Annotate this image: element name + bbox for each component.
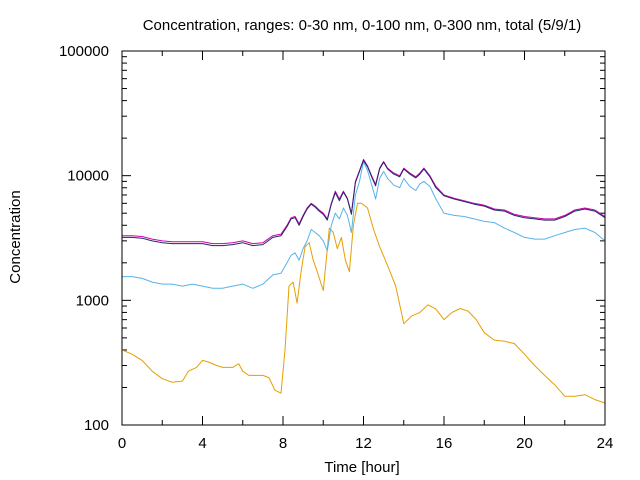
x-tick-label: 12 bbox=[355, 435, 372, 452]
series-line-1 bbox=[121, 202, 606, 404]
y-tick-label: 100 bbox=[84, 417, 109, 434]
x-tick-label: 20 bbox=[516, 435, 533, 452]
plot-frame bbox=[121, 50, 606, 426]
y-tick-label: 1000 bbox=[76, 292, 109, 309]
x-tick-label: 0 bbox=[118, 435, 126, 452]
y-tick-label: 10000 bbox=[67, 168, 109, 185]
x-tick-label: 16 bbox=[436, 435, 453, 452]
y-axis-label: Concentration bbox=[7, 190, 24, 283]
series-group bbox=[121, 158, 606, 404]
x-axis-label: Time [hour] bbox=[324, 459, 399, 476]
series-line-3 bbox=[122, 158, 606, 245]
x-tick-label: 24 bbox=[597, 435, 614, 452]
axis-ticks: 0 4 8 12 16 20 24 100 1000 10000 100000 bbox=[59, 43, 613, 452]
x-tick-label: 8 bbox=[279, 435, 287, 452]
x-tick-label: 4 bbox=[198, 435, 206, 452]
chart-title: Concentration, ranges: 0-30 nm, 0-100 nm… bbox=[143, 17, 582, 34]
series-line-2 bbox=[122, 161, 606, 289]
y-tick-label: 100000 bbox=[59, 43, 109, 60]
series-line-4 bbox=[122, 159, 606, 247]
